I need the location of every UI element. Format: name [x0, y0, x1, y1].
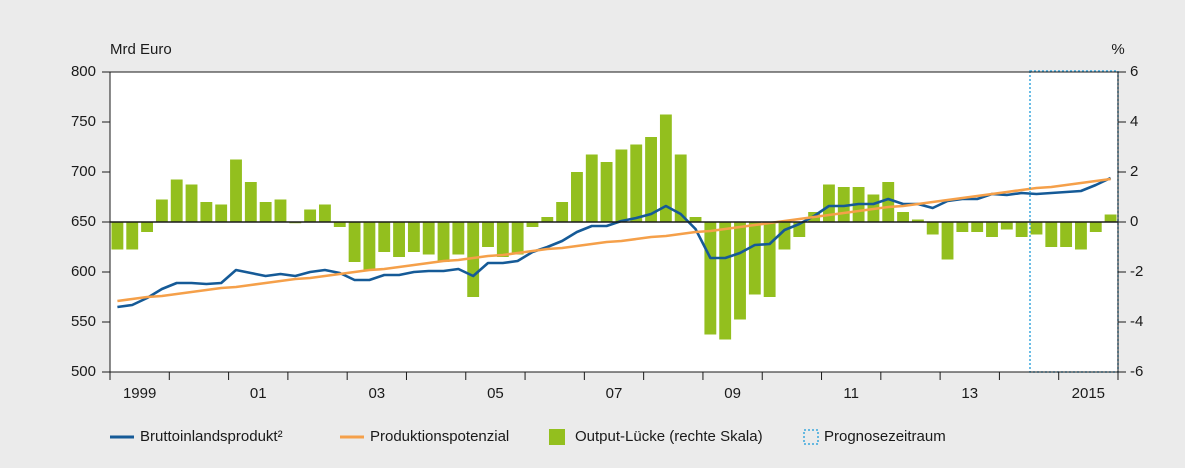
- bar: [111, 222, 124, 250]
- bar: [986, 222, 998, 237]
- legend-label: Prognosezeitraum: [824, 428, 946, 445]
- x-tick-label: 01: [250, 385, 267, 402]
- y2-tick-label: -2: [1130, 263, 1143, 280]
- bar: [1045, 222, 1058, 247]
- bar: [141, 222, 153, 232]
- bar: [897, 212, 909, 222]
- bar: [155, 199, 168, 222]
- bar: [1089, 222, 1102, 232]
- y-tick-label: 500: [71, 363, 96, 380]
- bar: [556, 202, 569, 222]
- bar: [1075, 222, 1087, 250]
- bar: [748, 222, 761, 295]
- bar: [200, 202, 213, 222]
- bar: [259, 202, 272, 222]
- bar: [407, 222, 420, 252]
- bar: [467, 222, 480, 297]
- y2-axis-label: %: [1111, 41, 1124, 58]
- bar: [971, 222, 984, 232]
- bar: [778, 222, 791, 250]
- bar: [823, 184, 835, 222]
- x-tick-label: 11: [843, 385, 859, 402]
- bar: [378, 222, 391, 252]
- line: [117, 177, 1111, 303]
- y-tick-label: 750: [71, 113, 96, 130]
- y-tick-label: 600: [71, 263, 96, 280]
- y-axis-label: Mrd Euro: [110, 41, 172, 58]
- bar: [437, 222, 450, 262]
- bar: [185, 184, 198, 222]
- bar: [1015, 222, 1028, 237]
- bar: [571, 172, 583, 222]
- x-tick-label: 2015: [1072, 385, 1105, 402]
- bar: [719, 222, 732, 340]
- bar: [482, 222, 494, 247]
- legend-swatch: [549, 429, 565, 445]
- bar: [230, 159, 242, 222]
- bar: [215, 204, 228, 222]
- bar: [363, 222, 376, 270]
- bar: [1060, 222, 1073, 247]
- bar: [659, 114, 672, 222]
- bar: [348, 222, 361, 262]
- bar: [274, 199, 287, 222]
- bar: [793, 222, 806, 237]
- bar: [615, 149, 628, 222]
- bar: [926, 222, 939, 235]
- bar: [689, 217, 702, 222]
- bar: [422, 222, 435, 255]
- x-tick-label: 03: [368, 385, 385, 402]
- bar: [319, 204, 331, 222]
- bar: [837, 187, 850, 222]
- line: [117, 176, 1112, 309]
- bar: [511, 222, 524, 255]
- bar: [734, 222, 746, 320]
- y2-tick-label: 4: [1130, 113, 1138, 130]
- bar: [1000, 222, 1013, 230]
- bar: [645, 137, 657, 222]
- bar: [763, 222, 776, 297]
- bar: [393, 222, 405, 257]
- y2-tick-label: -6: [1130, 363, 1143, 380]
- legend-label: Output-Lücke (rechte Skala): [575, 428, 763, 445]
- y2-tick-label: 6: [1130, 63, 1138, 80]
- bar: [541, 217, 554, 222]
- y-tick-label: 550: [71, 313, 96, 330]
- legend-label: Produktionspotenzial: [370, 428, 509, 445]
- x-tick-label: 09: [724, 385, 741, 402]
- bar: [1104, 214, 1117, 222]
- y-tick-label: 800: [71, 63, 96, 80]
- bar: [304, 209, 317, 222]
- x-tick-label: 05: [487, 385, 504, 402]
- bar: [941, 222, 954, 260]
- bar: [585, 154, 598, 222]
- bar: [333, 222, 346, 227]
- legend-swatch: [803, 429, 819, 445]
- bar: [244, 182, 257, 222]
- bar: [452, 222, 465, 255]
- y2-tick-label: 2: [1130, 163, 1138, 180]
- bar: [496, 222, 509, 257]
- x-tick-label: 07: [606, 385, 623, 402]
- bar: [704, 222, 717, 335]
- bar: [600, 162, 613, 222]
- bar: [526, 222, 539, 227]
- bar: [630, 144, 643, 222]
- bar: [126, 222, 139, 250]
- y2-tick-label: -4: [1130, 313, 1143, 330]
- y-tick-label: 700: [71, 163, 96, 180]
- bar: [1030, 222, 1043, 235]
- bar: [170, 179, 183, 222]
- x-tick-label: 1999: [123, 385, 156, 402]
- bar: [882, 182, 895, 222]
- x-tick-label: 13: [961, 385, 978, 402]
- legend-label: Bruttoinlandsprodukt²: [140, 428, 283, 445]
- y2-tick-label: 0: [1130, 213, 1138, 230]
- bar: [674, 154, 687, 222]
- bar: [911, 219, 924, 222]
- y-tick-label: 650: [71, 213, 96, 230]
- bar: [956, 222, 969, 232]
